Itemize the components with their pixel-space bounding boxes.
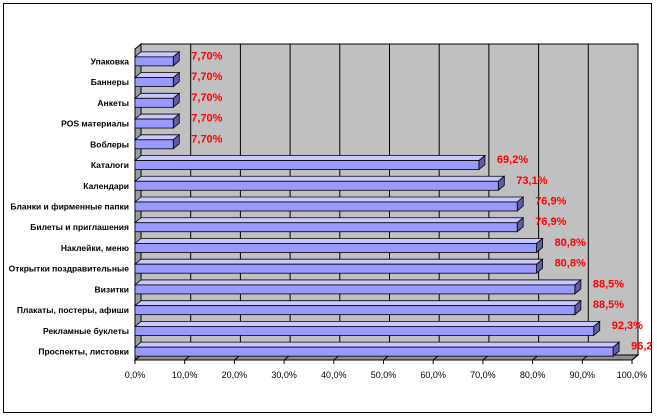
data-label: 7,70%	[191, 50, 222, 62]
x-tick-label: 20,0%	[222, 370, 248, 380]
x-tick-label: 30,0%	[271, 370, 297, 380]
bar-top	[133, 134, 181, 141]
bar	[134, 160, 480, 170]
bar	[134, 118, 174, 129]
x-tick-label: 0,0%	[125, 370, 146, 380]
bar	[134, 201, 518, 212]
data-label: 88,5%	[593, 278, 624, 290]
bar-top	[133, 238, 544, 244]
bar	[134, 222, 518, 233]
category-label: Анкеты	[97, 98, 129, 108]
x-tick-label: 50,0%	[371, 370, 397, 380]
bar	[134, 284, 576, 295]
data-label: 88,5%	[593, 299, 624, 311]
x-tick-label: 90,0%	[570, 370, 596, 380]
bar	[134, 77, 174, 87]
bar-top	[133, 175, 506, 182]
x-tick-label: 10,0%	[172, 370, 198, 380]
chart-frame: 0,0% 10,0% 20,0% 30,0% 40,0% 50,0% 60,0% 70,0% 8…	[3, 3, 653, 413]
x-tick-label: 60,0%	[420, 370, 446, 380]
bar	[134, 325, 595, 336]
x-tick-label: 70,0%	[470, 370, 496, 380]
bar	[134, 139, 174, 150]
data-label: 80,8%	[555, 237, 586, 249]
bar-chart: 0,0% 10,0% 20,0% 30,0% 40,0% 50,0% 60,0% 70,0% 8…	[9, 42, 653, 380]
category-label: Рекламные буклеты	[43, 326, 129, 336]
data-label: 92,3%	[612, 320, 643, 332]
category-label: Плакаты, постеры, афиши	[17, 305, 129, 315]
category-label: Открытки поздравительные	[9, 264, 130, 274]
data-label: 76,9%	[535, 196, 566, 208]
bar-top	[133, 92, 181, 99]
bar-top	[133, 279, 582, 286]
data-label: 80,8%	[555, 258, 586, 270]
bar	[134, 56, 174, 67]
category-label: Билеты и приглашения	[30, 222, 129, 232]
x-tick-label: 80,0%	[520, 370, 546, 380]
bar-top	[133, 258, 544, 265]
category-label: Баннеры	[91, 77, 129, 87]
category-label: Визитки	[95, 284, 129, 294]
bar-top	[133, 51, 181, 58]
data-label: 7,70%	[191, 71, 222, 83]
bar-top	[133, 155, 487, 161]
category-label: POS материалы	[61, 119, 129, 129]
data-label: 69,2%	[497, 154, 528, 166]
bar-top	[133, 196, 525, 203]
x-tick-label: 100,0%	[617, 370, 648, 380]
bar	[134, 97, 174, 108]
data-label: 96,2%	[631, 341, 653, 353]
data-label: 7,70%	[191, 133, 222, 145]
category-label: Бланки и фирменные папки	[10, 202, 129, 212]
category-label: Наклейки, меню	[61, 243, 129, 253]
bar-top	[133, 72, 181, 78]
bar-top	[133, 217, 525, 224]
data-label: 76,9%	[535, 216, 566, 228]
category-label: Каталоги	[91, 160, 129, 170]
data-label: 7,70%	[191, 92, 222, 104]
category-label: Воблеры	[90, 139, 129, 149]
bar-top	[133, 300, 582, 307]
category-label: Упаковка	[91, 56, 130, 66]
bar-top	[133, 341, 621, 348]
bar-top	[133, 113, 181, 120]
bar	[134, 346, 614, 357]
x-tick-label: 40,0%	[321, 370, 347, 380]
bar	[134, 180, 499, 191]
bar	[134, 243, 537, 253]
floor-gridline	[631, 354, 639, 361]
data-label: 7,70%	[191, 113, 222, 125]
data-label: 73,1%	[516, 175, 547, 187]
bar	[134, 263, 537, 274]
category-label: Календари	[83, 181, 129, 191]
bar-top	[133, 320, 601, 327]
category-label: Проспекты, листовки	[38, 347, 129, 357]
bar	[134, 305, 576, 316]
